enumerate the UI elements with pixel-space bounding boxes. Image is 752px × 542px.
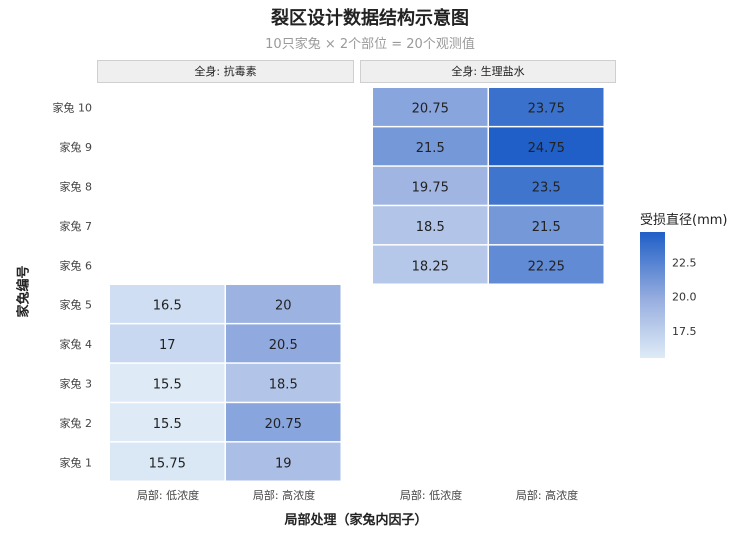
legend-colorbar: [640, 232, 665, 358]
cell-value-label: 22.25: [528, 259, 565, 274]
x-axis-label: 局部处理（家兔内因子）: [284, 513, 428, 528]
heatmap-cell: [110, 442, 225, 481]
cell-value-label: 20.75: [412, 102, 449, 117]
heatmap-cell: [110, 363, 225, 402]
y-tick-label: 家兔 10: [53, 101, 93, 115]
heatmap-cell: [373, 127, 488, 166]
cell-value-label: 18.5: [416, 220, 445, 235]
legend-tick-label: 22.5: [672, 257, 697, 270]
cell-value-label: 16.5: [153, 299, 182, 314]
cell-value-label: 20: [275, 299, 292, 314]
cell-value-label: 15.75: [149, 456, 186, 471]
cell-value-label: 23.5: [532, 181, 561, 196]
heatmap-cell: [226, 285, 341, 323]
heatmap-cell: [226, 442, 341, 481]
legend-tick-label: 20.0: [672, 291, 697, 304]
cell-value-label: 19: [275, 456, 292, 471]
heatmap-cell: [373, 88, 488, 126]
cell-value-label: 17: [159, 338, 176, 353]
y-tick-label: 家兔 2: [60, 416, 93, 430]
cell-value-label: 23.75: [528, 102, 565, 117]
heatmap-cell: [226, 403, 341, 442]
cell-value-label: 20.75: [265, 417, 302, 432]
y-tick-label: 家兔 4: [60, 337, 93, 351]
x-tick-label: 局部: 低浓度: [137, 488, 199, 502]
cell-value-label: 18.5: [269, 378, 298, 393]
y-tick-label: 家兔 6: [60, 258, 93, 272]
heatmap-cell: [110, 324, 225, 363]
heatmap-cell: [373, 245, 488, 284]
heatmap-cell: [489, 245, 604, 284]
heatmap-cell: [226, 363, 341, 402]
chart-title: 裂区设计数据结构示意图: [271, 8, 469, 29]
heatmap-cell: [489, 127, 604, 166]
heatmap-cell: [226, 324, 341, 363]
y-tick-label: 家兔 3: [60, 377, 93, 391]
heatmap-cell: [110, 285, 225, 323]
facet-strip-left: 全身: 抗毒素: [97, 60, 354, 83]
x-tick-label: 局部: 高浓度: [516, 488, 578, 502]
cell-value-label: 21.5: [416, 141, 445, 156]
y-tick-label: 家兔 9: [60, 140, 93, 154]
legend-tick-label: 17.5: [672, 325, 697, 338]
cell-value-label: 24.75: [528, 141, 565, 156]
y-tick-label: 家兔 7: [60, 219, 93, 233]
y-axis-label: 家兔编号: [16, 265, 32, 318]
y-tick-label: 家兔 1: [60, 455, 93, 469]
cell-value-label: 19.75: [412, 181, 449, 196]
legend-title: 受损直径(mm): [640, 213, 728, 228]
heatmap-cell: [373, 206, 488, 245]
cell-value-label: 20.5: [269, 338, 298, 353]
heatmap-cell: [110, 403, 225, 442]
cell-value-label: 18.25: [412, 259, 449, 274]
heatmap-cell: [489, 166, 604, 205]
cell-value-label: 21.5: [532, 220, 561, 235]
cell-value-label: 15.5: [153, 378, 182, 393]
heatmap-cell: [373, 166, 488, 205]
chart-subtitle: 10只家兔 × 2个部位 = 20个观测值: [265, 37, 475, 52]
heatmap-cell: [489, 206, 604, 245]
y-tick-label: 家兔 5: [60, 298, 93, 312]
heatmap-cell: [489, 88, 604, 126]
x-tick-label: 局部: 低浓度: [400, 488, 462, 502]
facet-strip-right: 全身: 生理盐水: [360, 60, 616, 83]
y-tick-label: 家兔 8: [60, 180, 93, 194]
x-tick-label: 局部: 高浓度: [253, 488, 315, 502]
cell-value-label: 15.5: [153, 417, 182, 432]
